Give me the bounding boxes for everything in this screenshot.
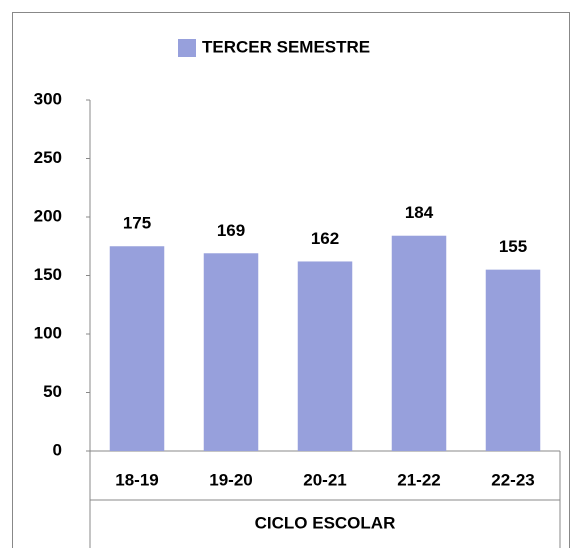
y-tick-label: 300 (34, 89, 62, 108)
y-tick-label: 0 (53, 440, 62, 459)
x-tick-label: 19-20 (209, 470, 252, 489)
x-axis-label: CICLO ESCOLAR (255, 513, 396, 532)
x-tick-label: 21-22 (397, 470, 440, 489)
data-label: 184 (405, 203, 434, 222)
data-label: 175 (123, 214, 151, 233)
data-label: 169 (217, 221, 245, 240)
y-tick-label: 250 (34, 148, 62, 167)
legend-label: TERCER SEMESTRE (202, 37, 370, 56)
y-tick-label: 150 (34, 265, 62, 284)
legend-swatch (178, 39, 196, 57)
chart-frame (12, 12, 570, 548)
data-label: 155 (499, 237, 527, 256)
bar (203, 253, 259, 451)
bar (485, 269, 541, 451)
x-tick-label: 18-19 (115, 470, 158, 489)
y-tick-label: 50 (43, 382, 62, 401)
y-tick-label: 100 (34, 323, 62, 342)
bar (109, 246, 165, 451)
bar (297, 261, 353, 451)
x-tick-label: 20-21 (303, 470, 346, 489)
y-tick-label: 200 (34, 206, 62, 225)
x-tick-label: 22-23 (491, 470, 534, 489)
bar (391, 235, 447, 451)
data-label: 162 (311, 229, 339, 248)
